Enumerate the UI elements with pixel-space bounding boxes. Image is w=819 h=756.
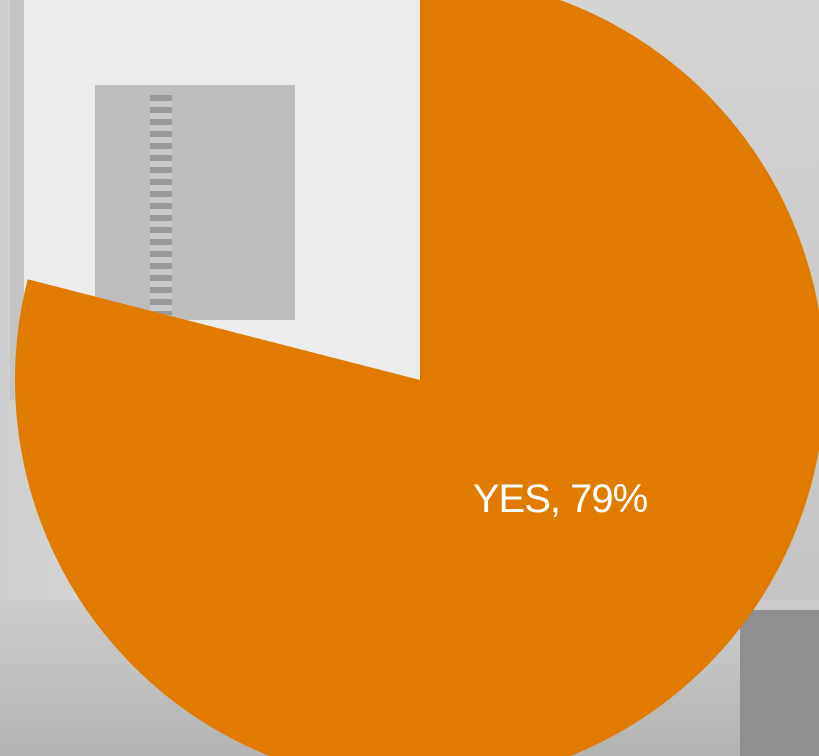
data-label-yes: YES, 79% <box>473 477 648 521</box>
background-monitor-screen <box>95 85 295 320</box>
background-monitor-detail <box>150 95 172 315</box>
pie-slice-yes <box>14 0 819 756</box>
background-mug <box>740 610 819 756</box>
pie-slices <box>14 0 819 756</box>
pie-labels: YES, 79% <box>473 477 649 521</box>
